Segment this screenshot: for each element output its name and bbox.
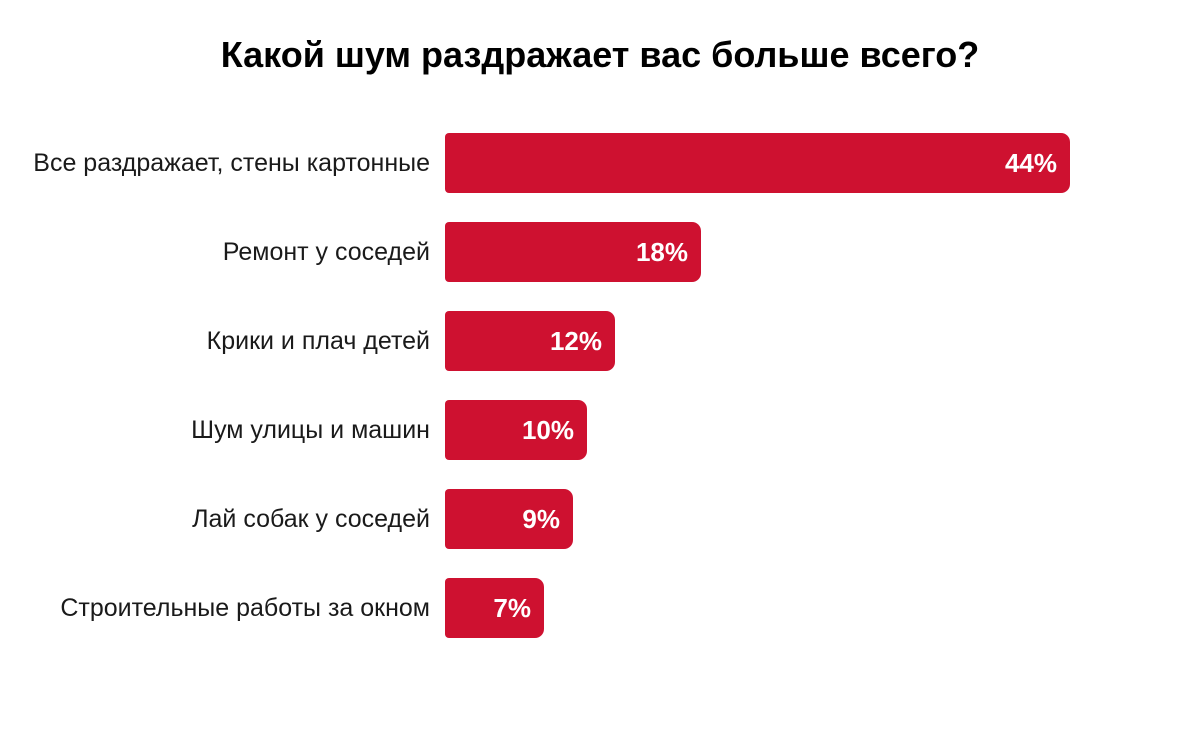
chart-row: Шум улицы и машин 10% — [0, 400, 1200, 460]
category-label: Лай собак у соседей — [192, 505, 430, 533]
bar-value-label: 12% — [549, 325, 602, 356]
bar-value-label: 7% — [493, 592, 531, 623]
category-label: Крики и плач детей — [206, 327, 430, 355]
bar-chart: Все раздражает, стены картонные 44% Ремо… — [0, 133, 1200, 638]
category-label: Строительные работы за окном — [60, 594, 430, 622]
bar: 10% — [445, 400, 587, 460]
chart-row: Все раздражает, стены картонные 44% — [0, 133, 1200, 193]
bar-value-label: 44% — [1004, 147, 1057, 178]
bar-value-label: 18% — [635, 236, 688, 267]
bar-value-label: 9% — [522, 503, 560, 534]
chart-row: Крики и плач детей 12% — [0, 311, 1200, 371]
chart-row: Строительные работы за окном 7% — [0, 578, 1200, 638]
bar-value-label: 10% — [521, 414, 574, 445]
chart-row: Ремонт у соседей 18% — [0, 222, 1200, 282]
category-label: Все раздражает, стены картонные — [33, 149, 430, 177]
category-label: Шум улицы и машин — [191, 416, 430, 444]
bar: 18% — [445, 222, 701, 282]
category-label: Ремонт у соседей — [222, 238, 430, 266]
bar: 9% — [445, 489, 573, 549]
bar: 7% — [445, 578, 544, 638]
chart-title: Какой шум раздражает вас больше всего? — [220, 34, 980, 75]
bar: 12% — [445, 311, 615, 371]
chart-row: Лай собак у соседей 9% — [0, 489, 1200, 549]
bar: 44% — [445, 133, 1070, 193]
